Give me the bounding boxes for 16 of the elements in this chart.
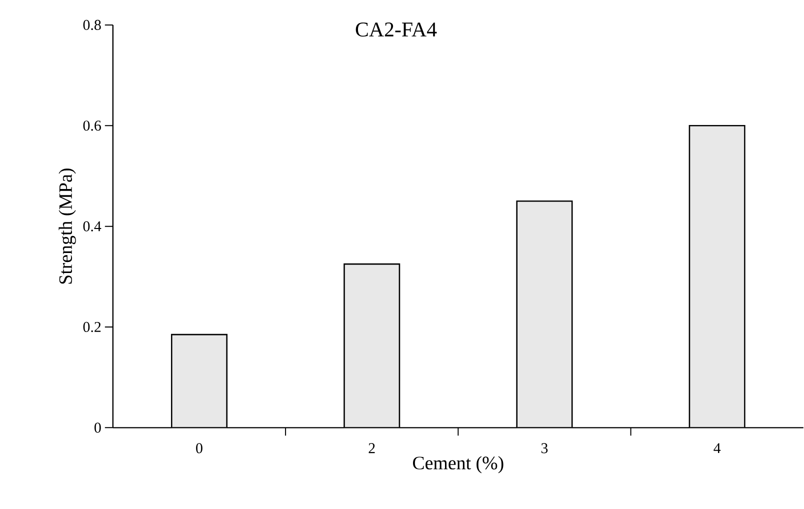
y-tick-label: 0.4 <box>83 221 102 232</box>
y-tick-label: 0.2 <box>83 322 101 332</box>
x-tick-label: 2 <box>368 443 375 454</box>
chart-title: CA2-FA4 <box>356 22 437 37</box>
y-axis-title: Strength (MPa) <box>58 168 76 284</box>
y-tick-label: 0 <box>94 422 101 433</box>
x-tick-label: 0 <box>196 443 202 454</box>
bar <box>516 201 572 428</box>
x-axis-title: Cement (%) <box>412 456 504 474</box>
bar <box>344 264 400 428</box>
y-tick-label: 0.6 <box>83 120 101 131</box>
x-tick-label: 4 <box>714 443 721 454</box>
y-tick-label: 0.8 <box>83 20 101 30</box>
bar <box>172 334 227 428</box>
x-tick-label: 3 <box>541 443 548 454</box>
bar <box>688 125 746 428</box>
